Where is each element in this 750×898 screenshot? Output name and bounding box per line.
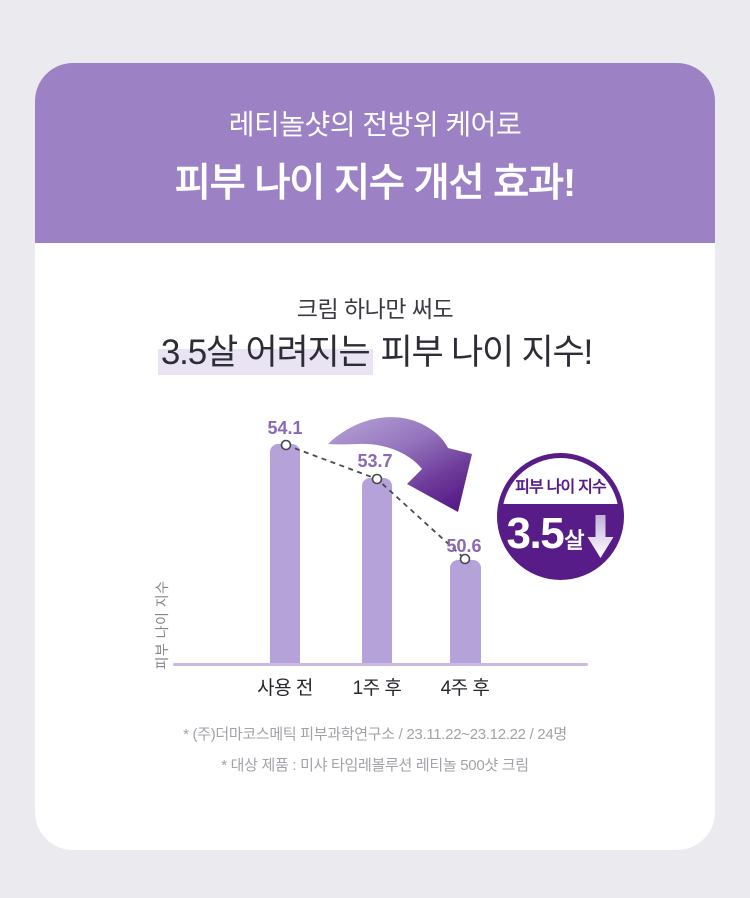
footnote-study-info: * (주)더마코스메틱 피부과학연구소 / 23.11.22~23.12.22 … — [183, 726, 567, 743]
chart-headline: 3.5살 어려지는 피부 나이 지수! — [35, 324, 715, 375]
result-badge: 피부 나이 지수 3.5 살 — [497, 453, 624, 580]
chart-headline-highlight: 3.5살 어려지는 — [157, 333, 373, 375]
bar-week1 — [362, 478, 392, 663]
down-arrow-icon — [587, 515, 614, 558]
value-label-before-use: 54.1 — [267, 418, 303, 438]
promo-card: 레티놀샷의 전방위 케어로 피부 나이 지수 개선 효과! 크림 하나만 써도 … — [35, 63, 715, 850]
chart-kicker: 크림 하나만 써도 — [296, 296, 454, 322]
value-label-week4: 50.6 — [446, 536, 482, 556]
footnote-product-info: * 대상 제품 : 미샤 타임레볼루션 레티놀 500샷 크림 — [221, 757, 529, 774]
x-tick-week1: 1주 후 — [352, 678, 402, 699]
badge-value: 3.5 — [506, 508, 565, 558]
header-title: 피부 나이 지수 개선 효과! — [174, 161, 576, 205]
header-banner: 레티놀샷의 전방위 케어로 피부 나이 지수 개선 효과! — [35, 63, 715, 243]
badge-unit: 살 — [564, 527, 585, 553]
marker-week1 — [371, 473, 383, 485]
x-axis-line — [173, 663, 588, 666]
header-subtitle: 레티놀샷의 전방위 케어로 — [228, 108, 522, 140]
bar-before-use — [270, 444, 300, 663]
badge-value-area: 3.5 살 — [502, 504, 619, 575]
marker-before-use — [280, 439, 292, 451]
bar-week4 — [450, 560, 481, 663]
x-tick-before-use: 사용 전 — [257, 678, 313, 699]
y-axis-label: 피부 나이 지수 — [154, 580, 170, 670]
badge-label: 피부 나이 지수 — [515, 479, 607, 496]
chart-headline-rest: 피부 나이 지수! — [380, 333, 594, 372]
marker-week4 — [459, 553, 471, 565]
trend-line-chart — [280, 439, 471, 565]
decline-swoosh-arrow-icon — [328, 417, 472, 512]
x-tick-week4: 4주 후 — [440, 678, 490, 699]
value-label-week1: 53.7 — [357, 451, 393, 471]
